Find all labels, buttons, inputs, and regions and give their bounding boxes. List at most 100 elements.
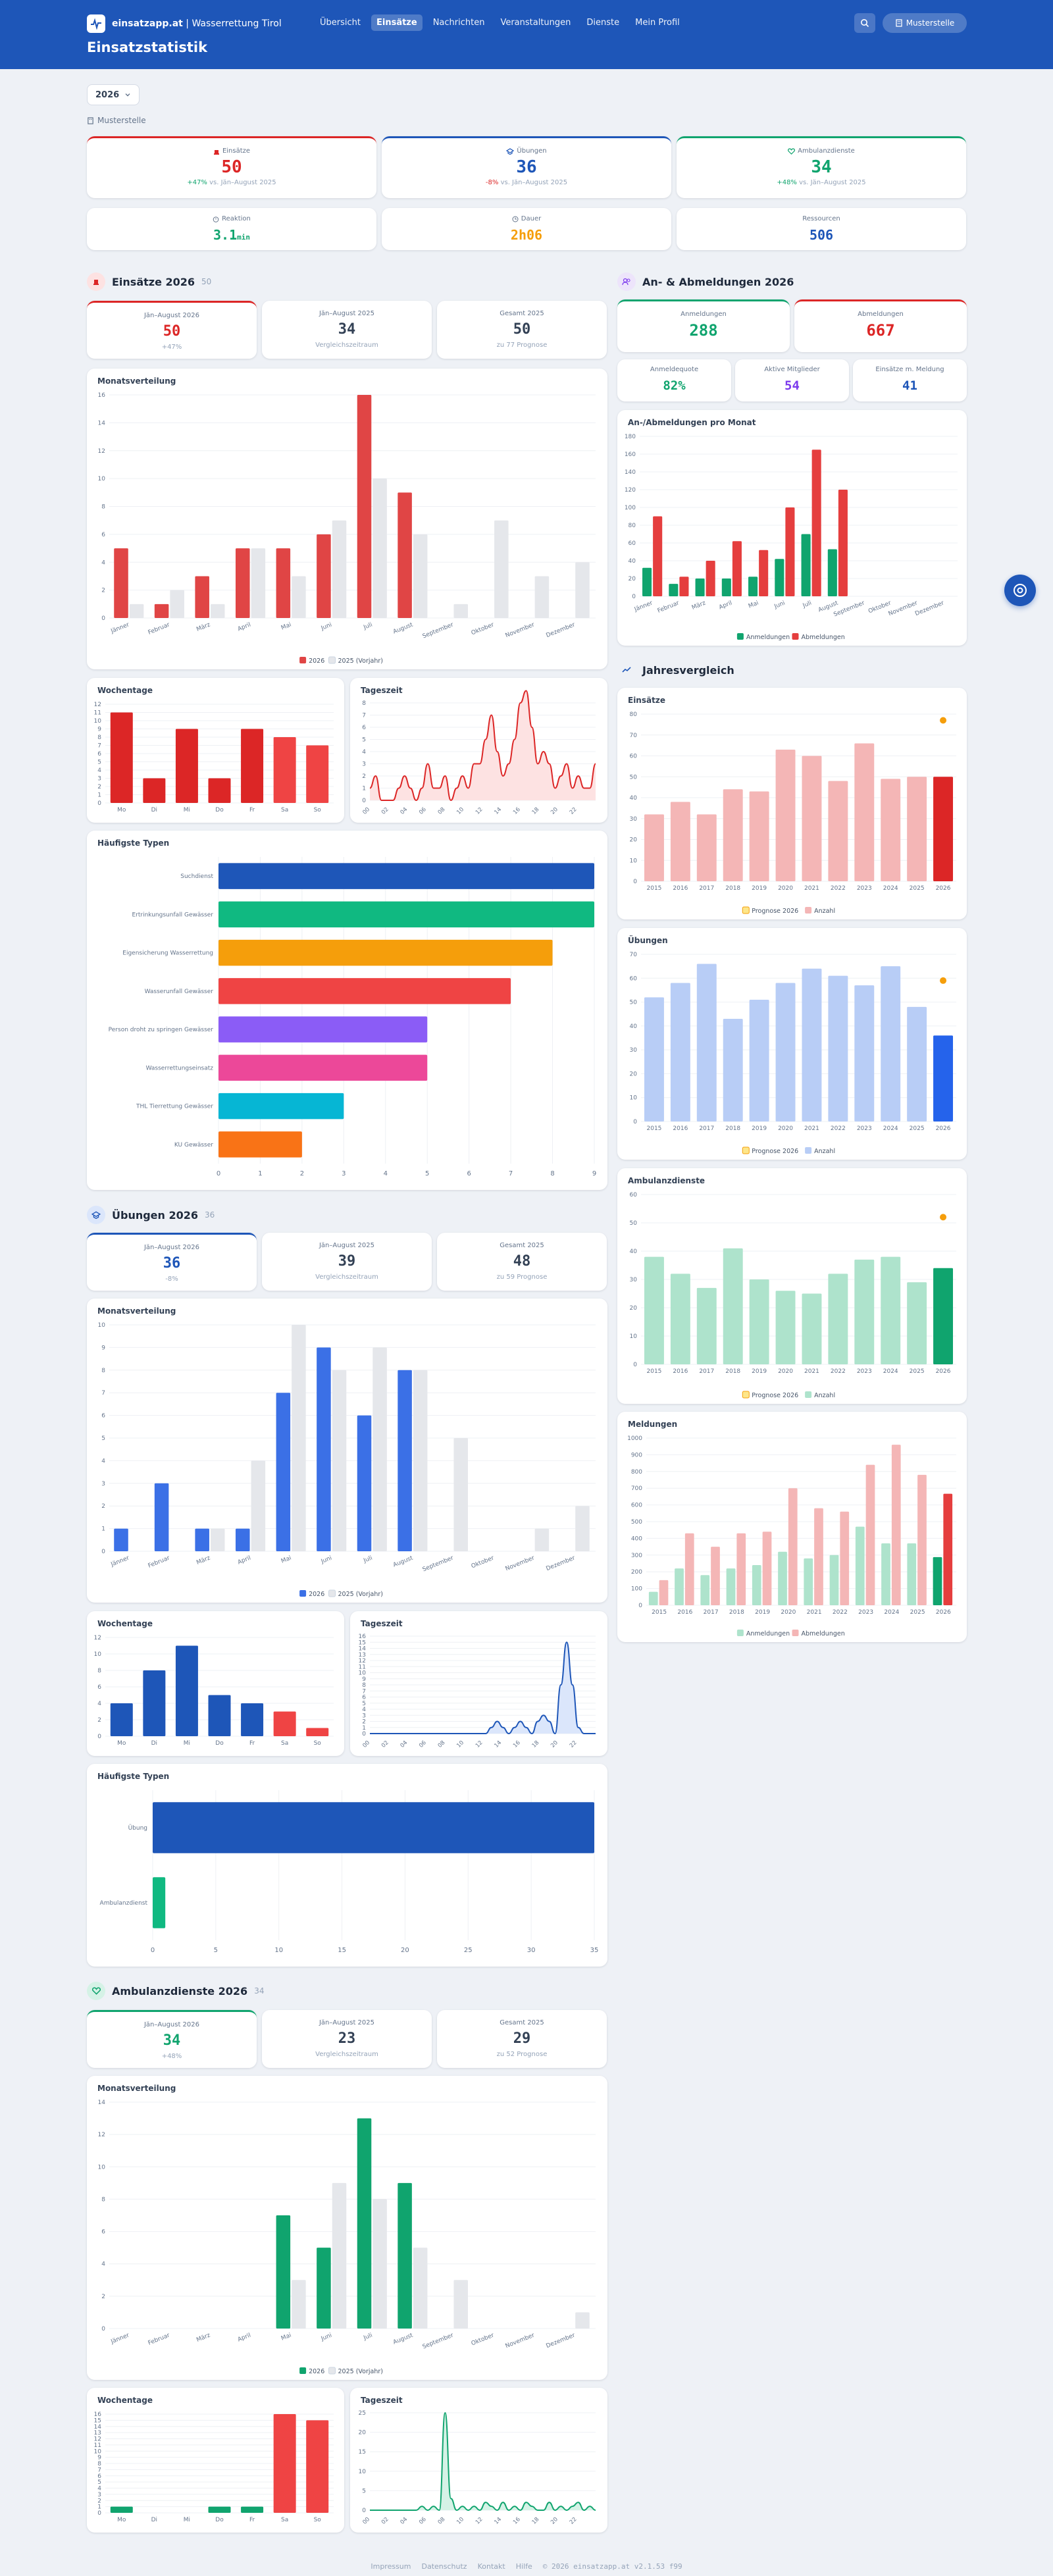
footer-link-impressum[interactable]: Impressum: [371, 2562, 411, 2571]
bar: [251, 548, 266, 618]
y-tick-label: 13: [94, 2430, 101, 2436]
chart-title: Monatsverteilung: [97, 2084, 176, 2093]
section-count: 36: [205, 1210, 215, 1220]
footer-link-hilfe[interactable]: Hilfe: [515, 2562, 532, 2571]
x-tick-label: Di: [151, 1740, 157, 1747]
x-tick-label: 2025: [910, 1125, 925, 1132]
stat-value: 54: [784, 378, 800, 393]
bar: [854, 743, 875, 881]
bar: [153, 1877, 166, 1928]
x-tick-label: 2019: [752, 885, 767, 892]
nav-einsaetze[interactable]: Einsätze: [371, 14, 423, 31]
y-tick-label: 120: [625, 487, 636, 494]
nav-nachrichten[interactable]: Nachrichten: [432, 18, 485, 28]
bar: [802, 756, 822, 881]
x-tick-label: 22: [569, 2516, 578, 2526]
overview-ressourcen[interactable]: Ressourcen 506: [677, 208, 966, 250]
overview-einsaetze[interactable]: Einsätze 50 +47% vs. Jän–August 2025: [87, 136, 376, 198]
y-tick-label: 6: [97, 2473, 101, 2480]
x-tick-label: Oktober: [471, 621, 496, 636]
footer-link-kontakt[interactable]: Kontakt: [477, 2562, 505, 2571]
y-tick-label: 6: [97, 1684, 101, 1691]
year-select-value: 2026: [95, 90, 120, 100]
x-tick-label: 20: [550, 806, 559, 816]
bar: [175, 729, 198, 803]
bar: [398, 492, 412, 618]
section-title: Ambulanzdienste 2026: [112, 1984, 248, 1997]
building-icon: [88, 116, 93, 124]
y-tick-label: 4: [362, 1707, 366, 1713]
stat-label: Anmeldequote: [650, 366, 699, 373]
area-fill: [370, 2413, 596, 2510]
bar: [453, 2280, 469, 2329]
overview-unit: min: [237, 233, 250, 242]
bar: [659, 1580, 669, 1605]
chart-title: Tageszeit: [361, 686, 403, 695]
uebungen-stat-current: Jän–August 2026 36 -8%: [87, 1233, 257, 1291]
x-tick-label: 2019: [752, 1125, 767, 1132]
overview-uebungen[interactable]: Übungen 36 -8% vs. Jän–August 2025: [382, 136, 671, 198]
chart-title: Einsätze: [628, 696, 665, 705]
stat-sub: +48%: [161, 2053, 182, 2060]
overview-ambulanz[interactable]: Ambulanzdienste 34 +48% vs. Jän–August 2…: [677, 136, 966, 198]
brand[interactable]: einsatzapp.at | Wasserrettung Tirol: [87, 14, 282, 33]
x-tick-label: 2024: [883, 885, 898, 892]
bar: [828, 975, 848, 1121]
legend-label: Abmeldungen: [802, 1630, 845, 1637]
ambulanz-stat-current: Jän–August 2026 34 +48%: [87, 2010, 257, 2068]
chart-title: Wochentage: [97, 686, 153, 695]
user-menu-button[interactable]: Musterstelle: [883, 13, 967, 33]
x-tick-label: März: [691, 600, 707, 611]
x-tick-label: 12: [475, 1739, 484, 1749]
bar: [575, 2312, 590, 2329]
nav-uebersicht[interactable]: Übersicht: [320, 18, 361, 28]
y-tick-label: 4: [101, 2261, 105, 2268]
x-tick-label: 2019: [755, 1609, 770, 1616]
y-tick-label: 7: [362, 713, 366, 719]
y-tick-label: 9: [101, 1345, 105, 1351]
year-select[interactable]: 2026: [87, 84, 140, 105]
overview-dauer[interactable]: Dauer 2h06: [382, 208, 671, 250]
series-line: [370, 2411, 596, 2512]
x-tick-label: 18: [531, 806, 541, 816]
ambulanz-monat-card: Monatsverteilung 0 2 4 6 8 10 12 14 Jänner Februa…: [87, 2076, 607, 2380]
legend-label: 2026: [309, 2368, 324, 2375]
x-tick-label: 10: [455, 2516, 465, 2526]
footer: Impressum Datenschutz Kontakt Hilfe © 20…: [0, 2562, 1053, 2571]
nav-dienste[interactable]: Dienste: [586, 18, 620, 28]
y-tick-label: 3: [97, 776, 101, 783]
help-button[interactable]: [1004, 575, 1036, 606]
bar: [854, 985, 875, 1121]
x-tick-label: 2018: [729, 1609, 744, 1616]
y-tick-label: 0: [101, 2326, 105, 2332]
y-tick-label: 70: [630, 733, 638, 739]
bar: [917, 1474, 927, 1605]
legend-swatch: [805, 1391, 812, 1398]
x-tick-label: Dezember: [546, 621, 577, 639]
nav-veranstaltungen[interactable]: Veranstaltungen: [500, 18, 571, 28]
bar: [306, 2420, 329, 2513]
bar: [241, 1703, 264, 1736]
jahres-uebungen-chart: 0 10 20 30 40 50 60 70 2015 2016 2017 2018 2019 2020 2…: [630, 952, 956, 1155]
legend-label: Prognose 2026: [752, 1148, 798, 1155]
overview-reaktion[interactable]: Reaktion 3.1min: [87, 208, 376, 250]
y-tick-label: 40: [630, 1249, 638, 1255]
y-tick-label: 2: [362, 1719, 366, 1726]
nav-mein-profil[interactable]: Mein Profil: [635, 18, 680, 28]
bar: [110, 712, 133, 803]
overview-label: Dauer: [521, 215, 542, 222]
bar: [413, 534, 428, 618]
jahres-ambulanz-chart: 0 10 20 30 40 50 60 2015 2016 2017 2018 2019 2020 202…: [630, 1192, 956, 1399]
bar: [907, 1006, 927, 1121]
y-tick-label: 100: [631, 1586, 642, 1593]
x-tick-label: 06: [418, 2516, 428, 2526]
legend-swatch: [736, 633, 744, 640]
jahres-einsaetze-chart: 0 10 20 30 40 50 60 70 80 2015 2016 2017 2018 2019 202…: [630, 711, 956, 915]
y-tick-label: 700: [631, 1485, 642, 1492]
y-tick-label: 60: [630, 1192, 638, 1198]
search-button[interactable]: [854, 13, 875, 33]
footer-link-datenschutz[interactable]: Datenschutz: [421, 2562, 467, 2571]
ambulanz-stat-total: Gesamt 2025 29 zu 52 Prognose: [437, 2010, 607, 2068]
y-tick-label: 16: [94, 2411, 102, 2418]
